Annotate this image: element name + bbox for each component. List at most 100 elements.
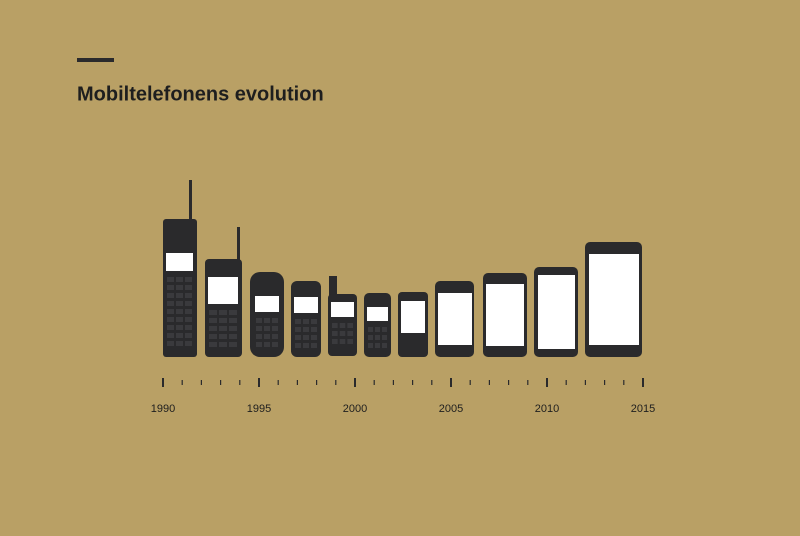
- phone-key: [219, 334, 227, 339]
- phone-key: [295, 343, 301, 348]
- x-tick-label: 1990: [151, 403, 175, 415]
- phone-screen: [367, 307, 388, 321]
- phone-key: [272, 334, 278, 339]
- phone-key: [167, 277, 174, 282]
- phone-key: [209, 318, 217, 323]
- phone-screen: [294, 297, 318, 313]
- x-tick-label: 2005: [439, 403, 463, 415]
- phone-key: [176, 301, 183, 306]
- phone-key: [176, 341, 183, 346]
- phone-key: [311, 319, 317, 324]
- phone-key: [176, 317, 183, 322]
- phone-key: [303, 327, 309, 332]
- phone-key: [264, 318, 270, 323]
- phone-key: [229, 326, 237, 331]
- phone-key: [176, 309, 183, 314]
- phone-key: [272, 318, 278, 323]
- phone-key: [185, 317, 192, 322]
- phone-key: [167, 293, 174, 298]
- phone-key: [229, 310, 237, 315]
- phone-key: [167, 325, 174, 330]
- phone-key: [303, 343, 309, 348]
- phone-key: [176, 333, 183, 338]
- phone-key: [219, 326, 227, 331]
- phone-key: [347, 323, 353, 328]
- phone-key: [185, 341, 192, 346]
- x-tick-label: 2000: [343, 403, 367, 415]
- phone-key: [176, 293, 183, 298]
- phone-screen: [401, 301, 425, 333]
- phone-key: [382, 335, 387, 340]
- phone-key: [185, 309, 192, 314]
- phone-key: [332, 331, 338, 336]
- phone-key: [229, 318, 237, 323]
- phone-key: [382, 327, 387, 332]
- phone-key: [185, 301, 192, 306]
- phone-key: [256, 342, 262, 347]
- phone-screen: [255, 296, 279, 312]
- phone-antenna: [329, 276, 337, 296]
- phone-key: [368, 335, 373, 340]
- phone-key: [185, 285, 192, 290]
- phone-key: [375, 335, 380, 340]
- phone-key: [229, 342, 237, 347]
- phone-screen: [331, 302, 354, 317]
- phone-antenna: [189, 180, 192, 220]
- phone-screen: [486, 284, 524, 346]
- phone-key: [209, 326, 217, 331]
- phone-key: [176, 325, 183, 330]
- phone-screen: [538, 275, 575, 349]
- title-rule: [77, 58, 114, 62]
- phone-key: [264, 326, 270, 331]
- phone-key: [339, 331, 346, 336]
- phone-key: [185, 277, 192, 282]
- x-tick-label: 1995: [247, 403, 271, 415]
- phone-key: [209, 342, 217, 347]
- phone-key: [219, 342, 227, 347]
- phone-key: [229, 334, 237, 339]
- phone-key: [332, 339, 338, 344]
- phone-key: [368, 327, 373, 332]
- phone-key: [264, 334, 270, 339]
- phone-key: [272, 326, 278, 331]
- chart-title: Mobiltelefonens evolution: [77, 83, 324, 105]
- phone-key: [303, 335, 309, 340]
- phone-key: [295, 319, 301, 324]
- phone-key: [219, 318, 227, 323]
- phone-key: [219, 310, 227, 315]
- phone-key: [256, 326, 262, 331]
- phone-key: [375, 343, 380, 348]
- phone-key: [167, 285, 174, 290]
- phone-key: [303, 319, 309, 324]
- phone-key: [311, 327, 317, 332]
- phone-key: [185, 325, 192, 330]
- phone-key: [339, 339, 346, 344]
- phone-key: [209, 334, 217, 339]
- phone-key: [311, 335, 317, 340]
- phone-key: [375, 327, 380, 332]
- phone-antenna: [237, 227, 240, 261]
- phone-key: [295, 327, 301, 332]
- phone-key: [256, 334, 262, 339]
- phone-key: [311, 343, 317, 348]
- phone-key: [347, 339, 353, 344]
- phone-key: [185, 293, 192, 298]
- phone-key: [167, 301, 174, 306]
- phone-key: [264, 342, 270, 347]
- x-tick-label: 2010: [535, 403, 559, 415]
- phone-key: [185, 333, 192, 338]
- phone-key: [167, 317, 174, 322]
- phone-key: [176, 277, 183, 282]
- phone-key: [256, 318, 262, 323]
- phone-key: [209, 310, 217, 315]
- phone-key: [167, 309, 174, 314]
- phone-key: [382, 343, 387, 348]
- phones: [163, 180, 642, 357]
- phone-key: [167, 341, 174, 346]
- x-tick-label: 2015: [631, 403, 655, 415]
- phone-key: [295, 335, 301, 340]
- phone-key: [167, 333, 174, 338]
